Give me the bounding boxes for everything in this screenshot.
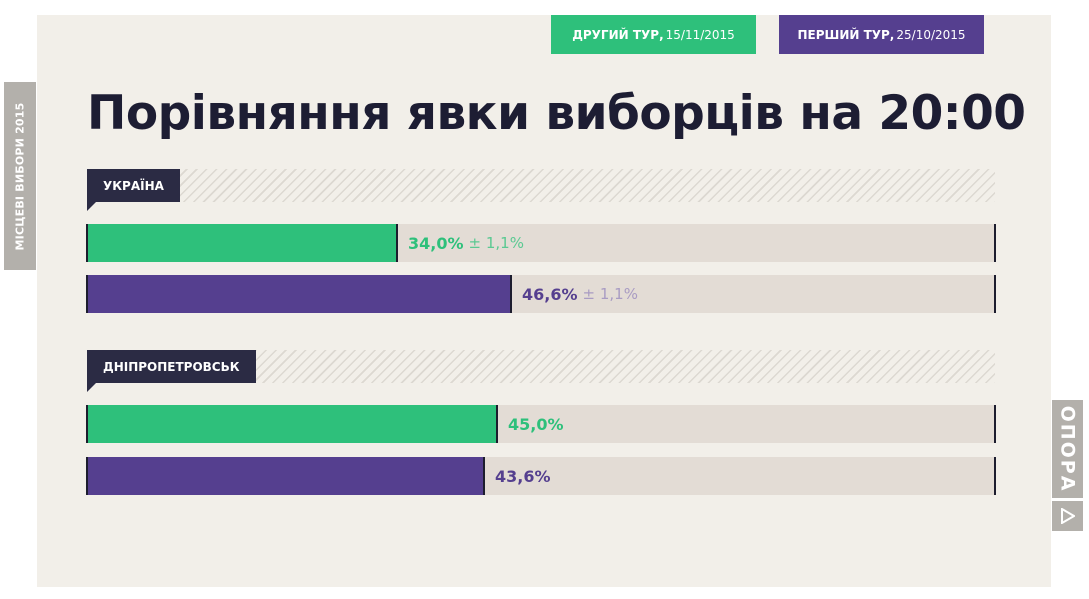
brand-name: ОПОРА [1056,405,1079,493]
value-label: 34,0% [408,233,464,253]
bar-track-ukraine-first: 46,6% ± 1,1% [86,275,996,313]
bar-label-dnipro-second-round: 45,0% [508,405,564,443]
side-tab[interactable]: МІСЦЕВІ ВИБОРИ 2015 [4,82,36,270]
bar-dnipro-first-round [88,457,485,495]
group-header-stripe [87,169,995,202]
bar-track-ukraine-second: 34,0% ± 1,1% [86,224,996,262]
chart-title: Порівняння явки виборців на 20:00 [87,86,1026,141]
value-label: 45,0% [508,414,564,434]
bar-label-dnipro-first-round: 43,6% [495,457,551,495]
group-tag-ukraine: УКРАЇНА [87,169,180,202]
legend-first-round-label: ПЕРШИЙ ТУР, [797,27,895,42]
brand-logo[interactable]: ОПОРА [1052,400,1083,498]
legend-first-round-date: 25/10/2015 [896,27,966,42]
value-label: 43,6% [495,466,551,486]
bar-label-ukraine-second-round: 34,0% ± 1,1% [408,224,524,262]
group-tag-tail [87,202,96,211]
group-tag-tail [87,383,96,392]
side-tab-label: МІСЦЕВІ ВИБОРИ 2015 [13,102,27,250]
margin-of-error: ± 1,1% [582,285,638,303]
bar-track-dnipro-first: 43,6% [86,457,996,495]
play-triangle-icon[interactable] [1052,501,1083,531]
group-tag-dnipropetrovsk: ДНІПРОПЕТРОВСЬК [87,350,256,383]
legend-second-round[interactable]: ДРУГИЙ ТУР, 15/11/2015 [551,15,756,54]
value-label: 46,6% [522,284,578,304]
bar-track-dnipro-second: 45,0% [86,405,996,443]
legend-second-round-date: 15/11/2015 [665,27,735,42]
legend-second-round-label: ДРУГИЙ ТУР, [572,27,664,42]
bar-ukraine-first-round [88,275,512,313]
margin-of-error: ± 1,1% [468,234,524,252]
bar-label-ukraine-first-round: 46,6% ± 1,1% [522,275,638,313]
legend-first-round[interactable]: ПЕРШИЙ ТУР, 25/10/2015 [779,15,984,54]
bar-ukraine-second-round [88,224,398,262]
bar-dnipro-second-round [88,405,498,443]
